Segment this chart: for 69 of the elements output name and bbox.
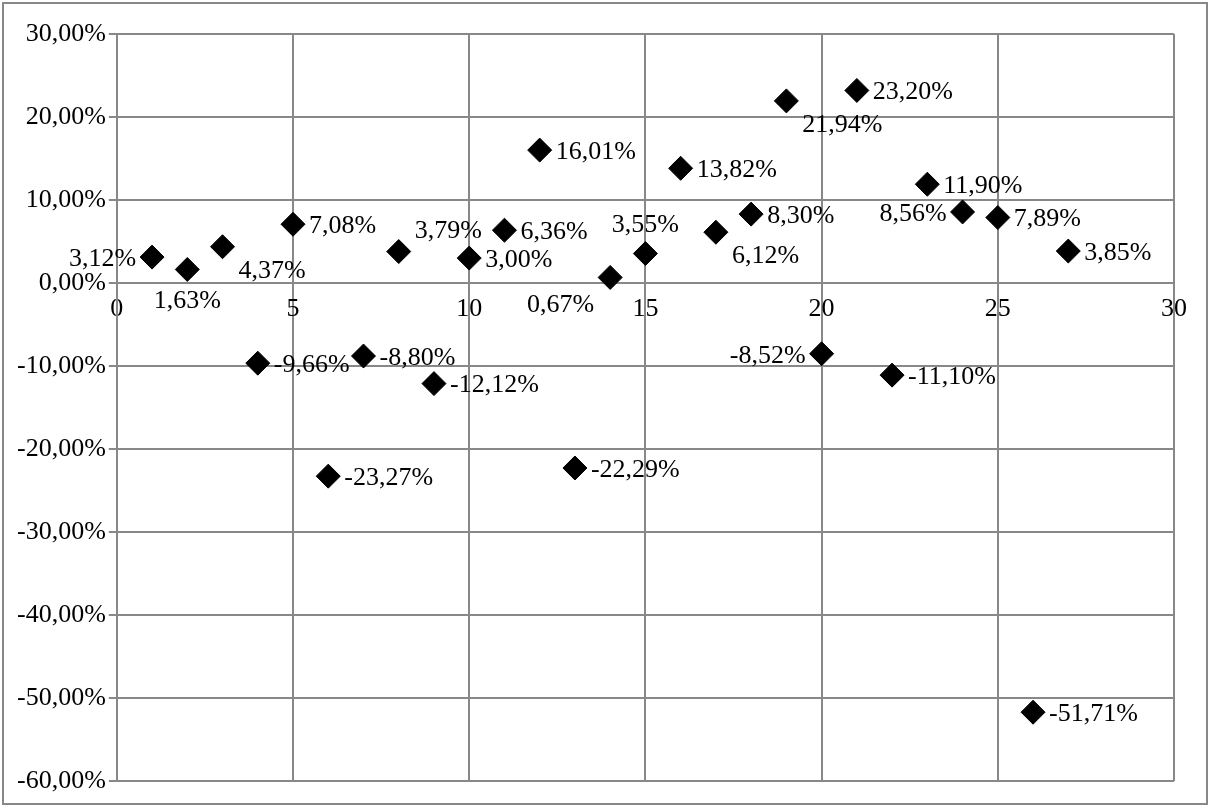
point	[527, 137, 553, 163]
data-label: 16,01%	[555, 135, 636, 165]
point	[668, 155, 694, 181]
y-tick-label: -40,00%	[16, 598, 106, 628]
point	[738, 201, 764, 227]
point	[139, 244, 165, 270]
point	[280, 211, 306, 237]
x-tick-label: 15	[632, 293, 659, 323]
data-label: 8,30%	[767, 199, 835, 229]
y-tick-label: -50,00%	[16, 681, 106, 711]
data-label: -8,52%	[729, 339, 806, 369]
data-label: -12,12%	[449, 369, 539, 399]
point	[245, 350, 271, 376]
data-label: 7,89%	[1013, 203, 1081, 233]
y-tick-label: -30,00%	[16, 515, 106, 545]
data-label: 3,00%	[485, 243, 553, 273]
data-label: 0,67%	[527, 289, 595, 319]
data-label: -23,27%	[344, 461, 434, 491]
data-label: 8,56%	[879, 197, 947, 227]
point	[597, 264, 623, 290]
point	[315, 463, 341, 489]
point	[386, 239, 412, 265]
data-label: 21,94%	[802, 108, 883, 138]
point	[879, 362, 905, 388]
point	[421, 371, 447, 397]
x-tick-label: 20	[808, 293, 835, 323]
point	[456, 245, 482, 271]
y-tick-label: 30,00%	[25, 17, 106, 47]
point	[985, 205, 1011, 231]
data-label: 6,36%	[520, 216, 588, 246]
x-tick-label: 5	[286, 293, 300, 323]
point	[703, 219, 729, 245]
y-tick-label: 20,00%	[25, 100, 106, 130]
data-label: 11,90%	[943, 170, 1023, 200]
data-label: -51,71%	[1049, 698, 1138, 728]
data-label: 1,63%	[153, 285, 221, 315]
data-label: 23,20%	[872, 76, 954, 106]
data-label: -8,80%	[379, 341, 456, 371]
point	[174, 256, 200, 282]
point	[773, 88, 799, 114]
x-tick-label: 10	[456, 293, 483, 323]
data-label: 3,85%	[1084, 236, 1152, 266]
point	[1020, 699, 1046, 725]
y-tick-label: -10,00%	[16, 349, 106, 379]
data-label: 6,12%	[731, 240, 800, 270]
data-label: 7,08%	[309, 210, 377, 240]
point	[914, 171, 940, 197]
data-label: -22,29%	[590, 453, 680, 483]
data-label: -11,10%	[908, 360, 996, 390]
data-label: -9,66%	[273, 349, 350, 379]
x-tick-label: 25	[984, 293, 1011, 323]
y-tick-label: -20,00%	[16, 432, 106, 462]
y-tick-label: -60,00%	[16, 764, 106, 794]
point	[562, 455, 588, 481]
data-label: 4,37%	[238, 254, 306, 284]
point	[1055, 238, 1081, 264]
data-label: 3,55%	[611, 209, 679, 239]
point	[350, 343, 376, 369]
data-label: 3,12%	[68, 242, 137, 272]
point	[210, 234, 236, 260]
point	[632, 241, 658, 267]
data-label: 13,82%	[696, 154, 777, 184]
point	[491, 217, 517, 243]
point	[809, 341, 835, 367]
y-tick-label: 10,00%	[25, 183, 106, 213]
x-tick-label: 30	[1161, 293, 1187, 323]
data-label: 3,79%	[414, 215, 482, 245]
point	[950, 199, 976, 225]
point	[844, 77, 870, 103]
